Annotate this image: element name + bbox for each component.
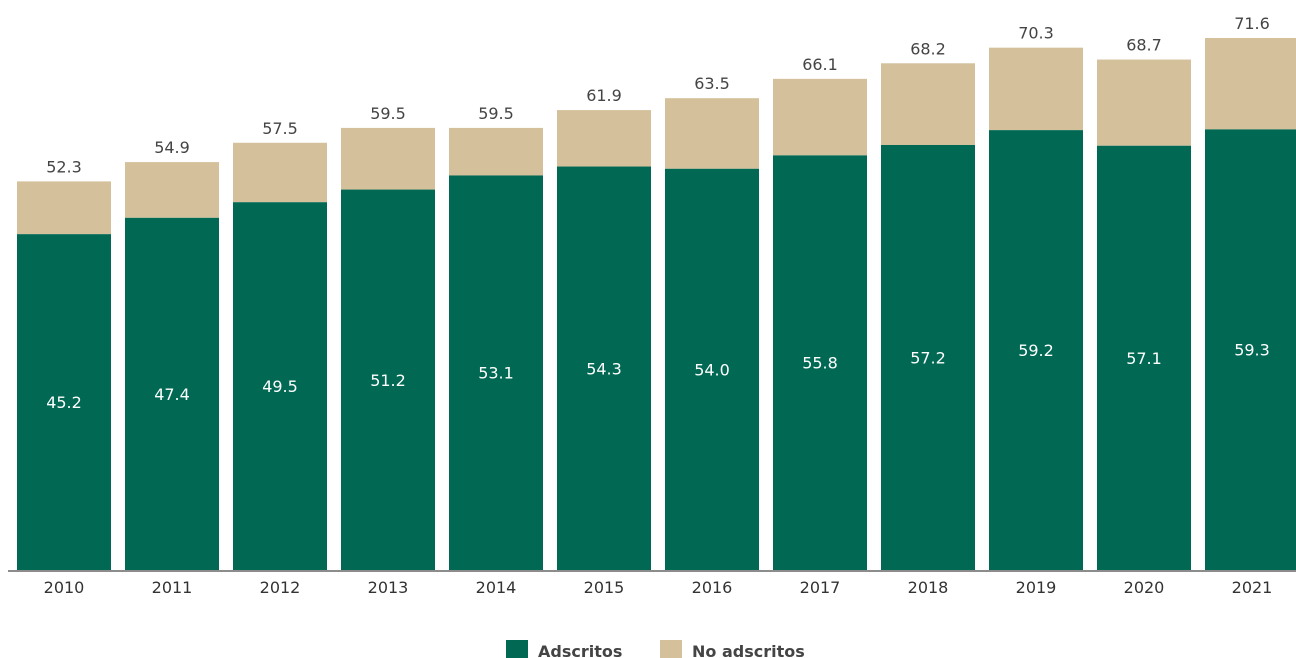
legend-label-adscritos: Adscritos [538, 642, 622, 658]
x-tick-2010: 2010 [44, 578, 85, 597]
value-labels-group: 45.2 52.3 47.4 54.9 49.5 57.5 51.2 59.5 53.1 59.5… [46, 14, 1270, 412]
label-adscritos-2021: 59.3 [1234, 341, 1270, 360]
label-adscritos-2011: 47.4 [154, 385, 190, 404]
bars-group [17, 38, 1296, 571]
label-adscritos-2014: 53.1 [478, 364, 514, 383]
label-total-2012: 57.5 [262, 119, 298, 138]
x-tick-2011: 2011 [152, 578, 193, 597]
label-total-2021: 71.6 [1234, 14, 1270, 33]
label-adscritos-2015: 54.3 [586, 359, 622, 378]
bar-no-adscritos-2019 [989, 47, 1083, 131]
x-tick-2019: 2019 [1016, 578, 1057, 597]
bar-no-adscritos-2018 [881, 63, 975, 145]
label-total-2014: 59.5 [478, 104, 514, 123]
x-tick-2013: 2013 [368, 578, 409, 597]
bar-adscritos-2017 [773, 155, 867, 570]
bar-adscritos-2020 [1097, 145, 1191, 570]
bar-no-adscritos-2020 [1097, 59, 1191, 146]
bar-adscritos-2011 [125, 217, 219, 570]
bar-no-adscritos-2017 [773, 78, 867, 156]
label-adscritos-2020: 57.1 [1126, 349, 1162, 368]
legend-label-no-adscritos: No adscritos [692, 642, 805, 658]
bar-adscritos-2012 [233, 202, 327, 570]
bar-adscritos-2013 [341, 189, 435, 570]
bar-no-adscritos-2014 [449, 127, 543, 176]
legend-swatch-no-adscritos [660, 640, 682, 658]
bar-no-adscritos-2016 [665, 98, 759, 169]
x-tick-labels-group: 2010 2011 2012 2013 2014 2015 2016 2017 2018 2019… [44, 578, 1273, 597]
bar-adscritos-2019 [989, 130, 1083, 570]
x-tick-2020: 2020 [1124, 578, 1165, 597]
label-adscritos-2016: 54.0 [694, 360, 730, 379]
bar-no-adscritos-2010 [17, 181, 111, 235]
label-total-2020: 68.7 [1126, 36, 1162, 55]
label-adscritos-2013: 51.2 [370, 371, 406, 390]
x-tick-2012: 2012 [260, 578, 301, 597]
label-total-2011: 54.9 [154, 138, 190, 157]
bar-adscritos-2015 [557, 166, 651, 570]
label-total-2015: 61.9 [586, 86, 622, 105]
bar-no-adscritos-2021 [1205, 38, 1296, 130]
bar-no-adscritos-2015 [557, 110, 651, 167]
bar-adscritos-2018 [881, 144, 975, 570]
label-total-2016: 63.5 [694, 74, 730, 93]
label-adscritos-2018: 57.2 [910, 348, 946, 367]
label-total-2010: 52.3 [46, 157, 82, 176]
x-tick-2018: 2018 [908, 578, 949, 597]
x-tick-2021: 2021 [1232, 578, 1273, 597]
legend: Adscritos No adscritos [506, 640, 805, 658]
legend-swatch-adscritos [506, 640, 528, 658]
bar-no-adscritos-2013 [341, 127, 435, 190]
x-tick-2017: 2017 [800, 578, 841, 597]
bar-adscritos-2021 [1205, 129, 1296, 571]
x-tick-2014: 2014 [476, 578, 517, 597]
bar-adscritos-2016 [665, 168, 759, 571]
x-tick-2016: 2016 [692, 578, 733, 597]
label-total-2019: 70.3 [1018, 24, 1054, 43]
label-adscritos-2019: 59.2 [1018, 341, 1054, 360]
bar-no-adscritos-2011 [125, 162, 219, 218]
bar-adscritos-2010 [17, 234, 111, 570]
label-adscritos-2017: 55.8 [802, 354, 838, 373]
label-total-2018: 68.2 [910, 39, 946, 58]
bar-adscritos-2014 [449, 175, 543, 570]
label-total-2017: 66.1 [802, 55, 838, 74]
label-adscritos-2010: 45.2 [46, 393, 82, 412]
x-tick-2015: 2015 [584, 578, 625, 597]
label-total-2013: 59.5 [370, 104, 406, 123]
label-adscritos-2012: 49.5 [262, 377, 298, 396]
bar-no-adscritos-2012 [233, 142, 327, 203]
